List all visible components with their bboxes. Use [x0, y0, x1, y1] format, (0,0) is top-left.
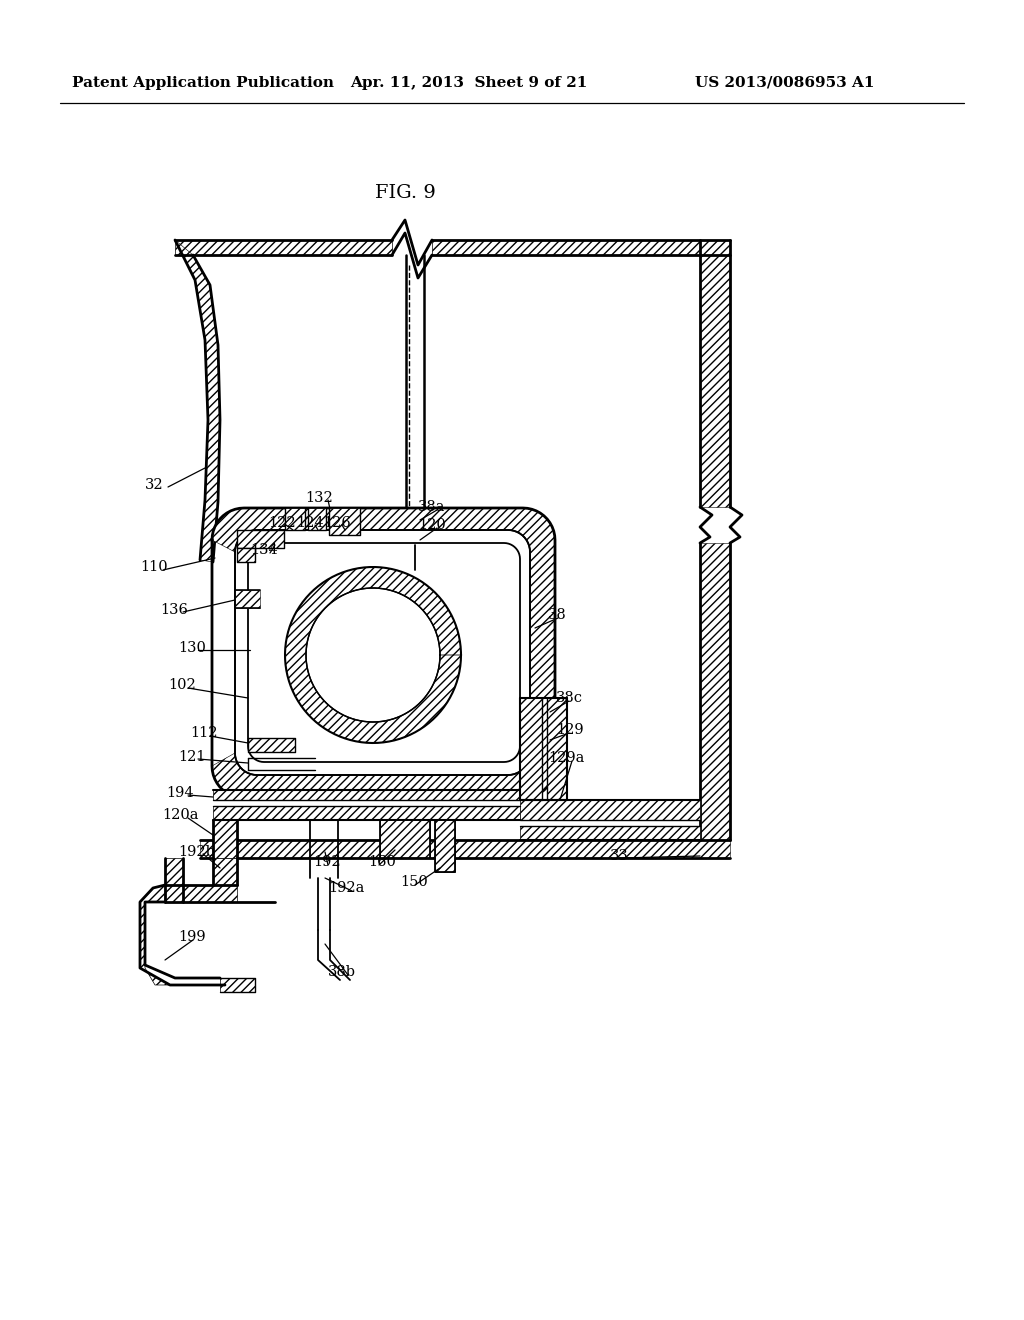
- Text: 136: 136: [160, 603, 187, 616]
- Text: 38c: 38c: [556, 690, 583, 705]
- Text: FIG. 9: FIG. 9: [375, 183, 435, 202]
- Polygon shape: [547, 698, 567, 800]
- Polygon shape: [435, 820, 455, 873]
- Polygon shape: [237, 548, 255, 562]
- Text: 134: 134: [250, 543, 278, 557]
- Polygon shape: [248, 738, 295, 752]
- Text: 192a: 192a: [328, 880, 365, 895]
- Polygon shape: [212, 508, 555, 799]
- Polygon shape: [213, 789, 520, 800]
- Polygon shape: [308, 508, 326, 531]
- Text: 33: 33: [610, 849, 629, 863]
- Text: 124: 124: [296, 516, 324, 531]
- Text: 160: 160: [368, 855, 396, 869]
- Polygon shape: [213, 820, 237, 858]
- Polygon shape: [700, 240, 730, 507]
- Text: 120a: 120a: [162, 808, 199, 822]
- Text: 121: 121: [178, 750, 206, 764]
- Polygon shape: [213, 858, 237, 884]
- Polygon shape: [213, 807, 520, 820]
- Polygon shape: [140, 884, 170, 985]
- Text: 38a: 38a: [418, 500, 445, 513]
- Text: 199: 199: [178, 931, 206, 944]
- Polygon shape: [234, 590, 260, 609]
- Text: US 2013/0086953 A1: US 2013/0086953 A1: [695, 77, 874, 90]
- Polygon shape: [165, 884, 237, 902]
- Text: 32: 32: [145, 478, 164, 492]
- Polygon shape: [165, 858, 183, 902]
- Text: 130: 130: [178, 642, 206, 655]
- Polygon shape: [380, 820, 430, 858]
- Text: 112: 112: [190, 726, 217, 741]
- Text: 122: 122: [268, 516, 296, 531]
- Polygon shape: [700, 543, 730, 840]
- Text: 129a: 129a: [548, 751, 585, 766]
- Polygon shape: [306, 587, 440, 722]
- Polygon shape: [520, 826, 700, 840]
- Text: Apr. 11, 2013  Sheet 9 of 21: Apr. 11, 2013 Sheet 9 of 21: [350, 77, 588, 90]
- Text: 120: 120: [418, 517, 445, 532]
- Polygon shape: [329, 508, 360, 535]
- Text: 132: 132: [305, 491, 333, 506]
- Polygon shape: [285, 568, 461, 743]
- Text: 110: 110: [140, 560, 168, 574]
- Text: 150: 150: [400, 875, 428, 888]
- Polygon shape: [520, 800, 700, 820]
- Polygon shape: [237, 531, 284, 548]
- Polygon shape: [175, 240, 220, 562]
- Text: 194: 194: [166, 785, 194, 800]
- Text: 192: 192: [313, 855, 341, 869]
- Polygon shape: [175, 240, 392, 255]
- Polygon shape: [432, 240, 730, 255]
- Text: 192b: 192b: [178, 845, 215, 859]
- Polygon shape: [285, 508, 305, 531]
- Text: 129: 129: [556, 723, 584, 737]
- Text: 38: 38: [548, 609, 566, 622]
- Polygon shape: [220, 978, 255, 993]
- Polygon shape: [234, 531, 530, 775]
- Text: 102: 102: [168, 678, 196, 692]
- Text: Patent Application Publication: Patent Application Publication: [72, 77, 334, 90]
- Polygon shape: [200, 840, 730, 858]
- Text: 126: 126: [323, 516, 351, 531]
- Text: 38b: 38b: [328, 965, 356, 979]
- Polygon shape: [520, 698, 542, 800]
